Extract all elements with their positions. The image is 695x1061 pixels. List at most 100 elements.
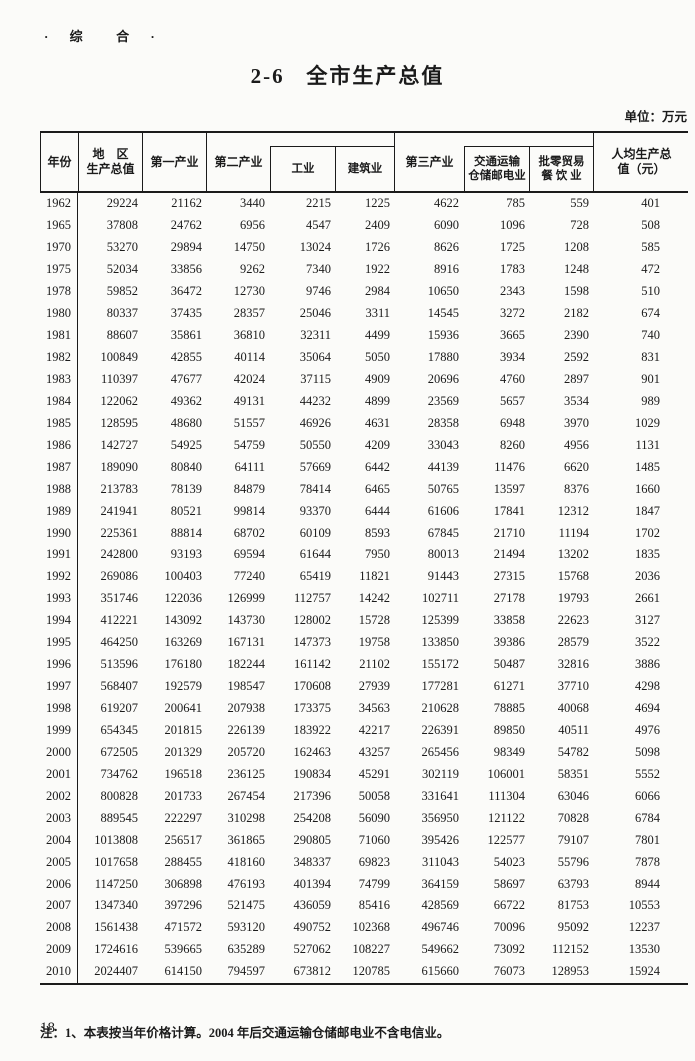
cell-transport-storage-post: 11476	[494, 459, 525, 474]
cell-per-capita-gdp: 7801	[635, 832, 660, 847]
table-header: 年份 地 区 生产总值 第一产业 第二产业 工业 建筑业 第三产业 交通运输 仓…	[40, 131, 688, 193]
cell-construction: 42217	[358, 722, 390, 737]
cell-primary-industry: 397296	[164, 898, 203, 913]
cell-regional-gdp: 128595	[100, 415, 139, 430]
cell-per-capita-gdp: 3127	[635, 613, 660, 628]
cell-secondary-industry: 12730	[233, 284, 265, 299]
col-header-transport: 交通运输 仓储邮电业	[464, 147, 530, 191]
table-row: 1994 412221 143092 143730 128002 15728 1…	[40, 609, 688, 632]
cell-transport-storage-post: 39386	[493, 635, 525, 650]
cell-regional-gdp: 800828	[100, 788, 139, 803]
cell-secondary-industry: 42024	[233, 371, 265, 386]
cell-tertiary-industry: 6090	[434, 218, 459, 233]
cell-construction: 1726	[365, 240, 390, 255]
table-row: 1985 128595 48680 51557 46926 4631 28358…	[40, 412, 688, 435]
cell-year: 2006	[40, 873, 78, 895]
cell-transport-storage-post: 3665	[500, 328, 525, 343]
col-header-retail-line2: 餐 饮 业	[541, 170, 582, 182]
cell-secondary-industry: 99814	[233, 503, 265, 518]
cell-transport-storage-post: 121122	[487, 810, 525, 825]
cell-secondary-industry: 36810	[233, 328, 265, 343]
cell-construction: 7950	[365, 547, 390, 562]
page-title: 2-6 全市生产总值	[250, 64, 445, 88]
cell-year: 2008	[40, 916, 78, 939]
cell-year: 2000	[40, 741, 78, 764]
table-row: 2006 1147250 306898 476193 401394 74799 …	[40, 873, 688, 895]
cell-transport-storage-post: 89850	[493, 722, 525, 737]
cell-year: 1993	[40, 587, 78, 610]
cell-transport-storage-post: 33858	[493, 613, 525, 628]
cell-per-capita-gdp: 674	[641, 306, 660, 321]
cell-industry: 60109	[299, 525, 331, 540]
cell-retail-catering: 112152	[551, 942, 589, 957]
cell-construction: 11821	[359, 569, 390, 584]
cell-year: 2003	[40, 807, 78, 830]
cell-regional-gdp: 269086	[100, 569, 139, 584]
col-header-per-capita-gdp: 人均生产总 值（元）	[594, 133, 689, 191]
cell-primary-industry: 80521	[170, 503, 202, 518]
cell-transport-storage-post: 4760	[500, 371, 525, 386]
cell-per-capita-gdp: 989	[641, 393, 660, 408]
cell-secondary-industry: 205720	[227, 744, 266, 759]
cell-retail-catering: 58351	[557, 766, 589, 781]
cell-primary-industry: 48680	[170, 415, 202, 430]
table-row: 2007 1347340 397296 521475 436059 85416 …	[40, 895, 688, 917]
cell-industry: 254208	[293, 810, 332, 825]
cell-year: 1997	[40, 675, 78, 698]
cell-construction: 4209	[365, 437, 390, 452]
cell-tertiary-industry: 428569	[421, 898, 460, 913]
cell-transport-storage-post: 1783	[500, 262, 525, 277]
footnotes: 注：1、本表按当年价格计算。2004 年后交通运输仓储邮电业不含电信业。 2、2…	[40, 988, 449, 1061]
cell-regional-gdp: 464250	[100, 635, 139, 650]
cell-industry: 348337	[293, 854, 332, 869]
cell-retail-catering: 2592	[564, 350, 589, 365]
cell-secondary-industry: 167131	[227, 635, 266, 650]
col-header-primary-industry: 第一产业	[143, 133, 207, 191]
cell-primary-industry: 21162	[171, 196, 202, 211]
cell-regional-gdp: 29224	[106, 196, 138, 211]
cell-secondary-industry: 69594	[233, 547, 265, 562]
cell-per-capita-gdp: 401	[641, 196, 660, 211]
cell-secondary-industry: 226139	[227, 722, 266, 737]
cell-per-capita-gdp: 12237	[628, 920, 660, 935]
cell-retail-catering: 3970	[564, 415, 589, 430]
cell-tertiary-industry: 8916	[434, 262, 459, 277]
cell-construction: 108227	[352, 942, 391, 957]
cell-retail-catering: 63793	[557, 876, 589, 891]
cell-year: 2010	[40, 960, 78, 983]
cell-retail-catering: 37710	[557, 679, 589, 694]
cell-per-capita-gdp: 6066	[635, 788, 660, 803]
table-row: 2005 1017658 288455 418160 348337 69823 …	[40, 851, 688, 874]
cell-retail-catering: 3534	[564, 393, 589, 408]
cell-tertiary-industry: 226391	[421, 722, 460, 737]
cell-transport-storage-post: 70096	[493, 920, 525, 935]
cell-primary-industry: 471572	[164, 920, 203, 935]
cell-retail-catering: 12312	[557, 503, 589, 518]
cell-industry: 32311	[300, 328, 331, 343]
table-row: 1991 242800 93193 69594 61644 7950 80013…	[40, 544, 688, 566]
cell-transport-storage-post: 3272	[500, 306, 525, 321]
cell-tertiary-industry: 356950	[421, 810, 460, 825]
cell-tertiary-industry: 210628	[421, 701, 460, 716]
cell-industry: 173375	[293, 701, 332, 716]
cell-transport-storage-post: 27178	[493, 591, 525, 606]
cell-tertiary-industry: 44139	[427, 459, 459, 474]
cell-secondary-industry: 361865	[227, 832, 266, 847]
cell-industry: 37115	[300, 371, 331, 386]
cell-retail-catering: 79107	[557, 832, 589, 847]
cell-primary-industry: 614150	[164, 964, 203, 979]
cell-per-capita-gdp: 7878	[635, 854, 660, 869]
cell-transport-storage-post: 5657	[500, 393, 525, 408]
cell-tertiary-industry: 133850	[421, 635, 460, 650]
cell-per-capita-gdp: 3886	[635, 657, 660, 672]
cell-industry: 93370	[299, 503, 331, 518]
cell-transport-storage-post: 98349	[493, 744, 525, 759]
table-row: 1986 142727 54925 54759 50550 4209 33043…	[40, 434, 688, 457]
cell-tertiary-industry: 20696	[427, 371, 459, 386]
cell-construction: 74799	[358, 876, 390, 891]
cell-regional-gdp: 241941	[100, 503, 139, 518]
cell-secondary-industry: 77240	[233, 569, 265, 584]
cell-regional-gdp: 2024407	[94, 964, 138, 979]
cell-industry: 65419	[299, 569, 331, 584]
cell-tertiary-industry: 615660	[421, 964, 460, 979]
